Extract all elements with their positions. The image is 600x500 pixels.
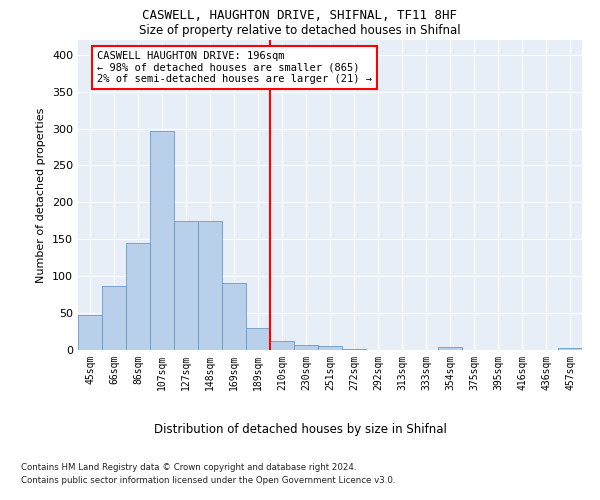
Bar [558,348,582,350]
Bar [342,348,366,350]
Bar [438,347,462,350]
Y-axis label: Number of detached properties: Number of detached properties [37,108,46,282]
Bar [246,328,270,350]
Bar [102,286,126,350]
Text: Size of property relative to detached houses in Shifnal: Size of property relative to detached ho… [139,24,461,37]
Text: Distribution of detached houses by size in Shifnal: Distribution of detached houses by size … [154,422,446,436]
Bar [294,345,318,350]
Bar [318,346,342,350]
Bar [222,283,246,350]
Bar [78,316,102,350]
Text: CASWELL HAUGHTON DRIVE: 196sqm
← 98% of detached houses are smaller (865)
2% of : CASWELL HAUGHTON DRIVE: 196sqm ← 98% of … [97,51,372,84]
Bar [126,243,150,350]
Text: Contains public sector information licensed under the Open Government Licence v3: Contains public sector information licen… [21,476,395,485]
Text: CASWELL, HAUGHTON DRIVE, SHIFNAL, TF11 8HF: CASWELL, HAUGHTON DRIVE, SHIFNAL, TF11 8… [143,9,458,22]
Bar [198,221,222,350]
Text: Contains HM Land Registry data © Crown copyright and database right 2024.: Contains HM Land Registry data © Crown c… [21,462,356,471]
Bar [270,341,294,350]
Bar [150,131,174,350]
Bar [174,221,198,350]
